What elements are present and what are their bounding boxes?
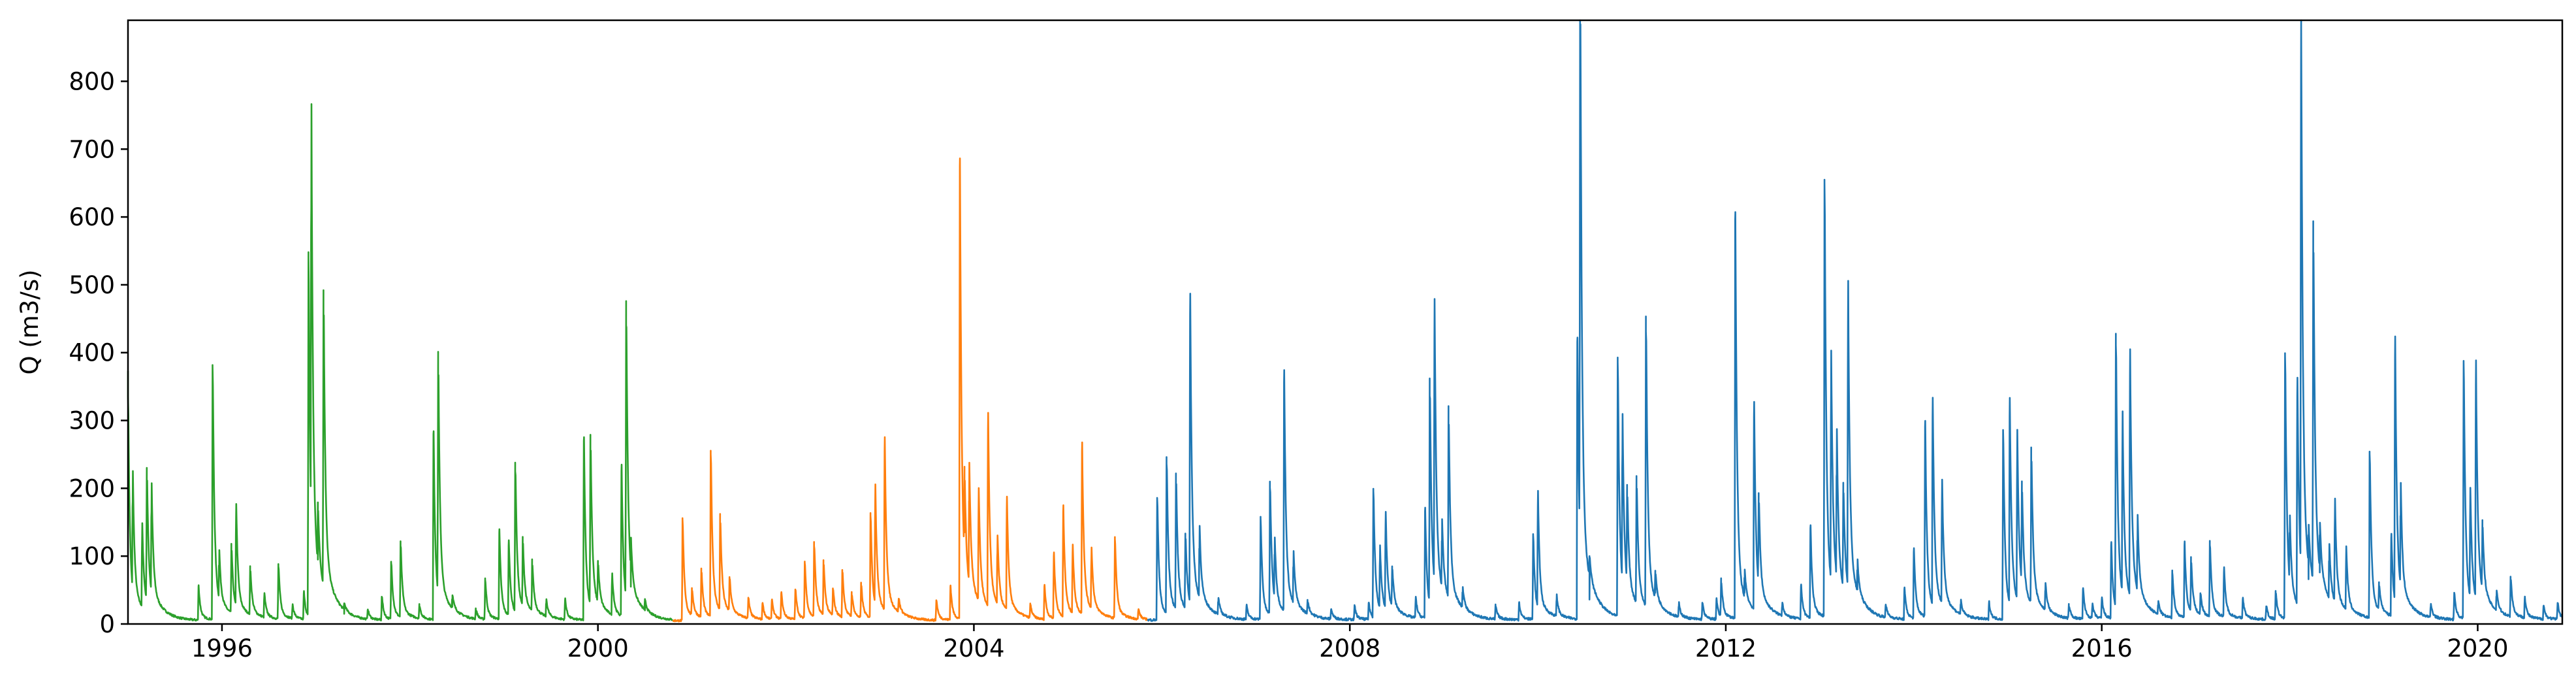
y-tick-label: 400 xyxy=(69,339,115,367)
y-tick-label: 200 xyxy=(69,474,115,502)
y-tick-label: 300 xyxy=(69,407,115,435)
series-line-2 xyxy=(1147,19,2563,622)
x-tick-label: 1996 xyxy=(191,634,253,663)
x-tick-label: 2000 xyxy=(567,634,629,663)
x-tick-label: 2004 xyxy=(943,634,1004,663)
y-tick-label: 800 xyxy=(69,67,115,95)
x-tick-label: 2020 xyxy=(2447,634,2508,663)
y-tick-label: 0 xyxy=(99,610,115,638)
plot-frame xyxy=(127,19,2564,625)
y-tick-label: 500 xyxy=(69,271,115,299)
series-layer xyxy=(127,19,2563,623)
series-line-1 xyxy=(672,157,1149,623)
series-line-0 xyxy=(127,103,674,622)
x-tick-label: 2012 xyxy=(1695,634,1757,663)
y-axis-ticks: 0 100 200 300 400 500 600 700 800 xyxy=(69,67,128,638)
plot-background xyxy=(128,20,2562,624)
x-tick-label: 2016 xyxy=(2071,634,2133,663)
x-axis-ticks: 1996 2000 2004 2008 2012 2016 2020 xyxy=(191,624,2509,663)
y-tick-label: 700 xyxy=(69,135,115,163)
x-tick-label: 2008 xyxy=(1319,634,1380,663)
y-axis-label: Q (m3/s) xyxy=(16,269,44,374)
y-tick-label: 100 xyxy=(69,542,115,570)
y-tick-label: 600 xyxy=(69,203,115,231)
